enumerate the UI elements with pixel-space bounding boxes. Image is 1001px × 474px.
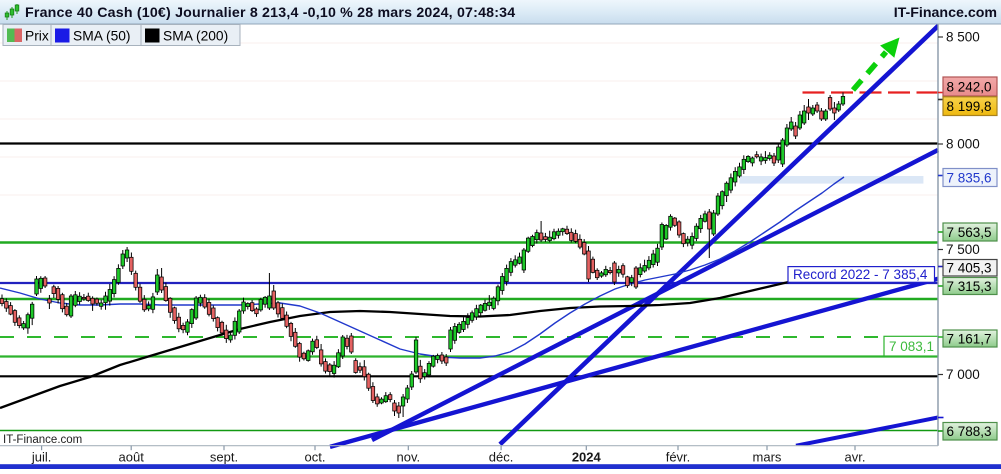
svg-text:7 083,1: 7 083,1 <box>889 339 934 354</box>
svg-text:7 161,7: 7 161,7 <box>947 331 992 346</box>
svg-text:France 40 Cash (10€) Journalie: France 40 Cash (10€) Journalier 8 213,4 … <box>25 5 515 21</box>
svg-text:mars: mars <box>753 450 782 465</box>
svg-text:7 315,3: 7 315,3 <box>947 279 992 294</box>
svg-text:Record 2022 - 7 385,4: Record 2022 - 7 385,4 <box>793 267 928 282</box>
svg-text:7 500: 7 500 <box>946 242 980 257</box>
svg-text:SMA (200): SMA (200) <box>163 29 228 44</box>
svg-text:avr.: avr. <box>845 450 866 465</box>
svg-text:sept.: sept. <box>210 450 238 465</box>
svg-text:8 500: 8 500 <box>946 30 980 45</box>
svg-text:8 242,0: 8 242,0 <box>947 79 992 94</box>
svg-text:oct.: oct. <box>305 450 326 465</box>
svg-text:juil.: juil. <box>31 450 52 465</box>
svg-text:2024: 2024 <box>572 450 602 465</box>
svg-text:déc.: déc. <box>489 450 514 465</box>
svg-text:févr.: févr. <box>666 450 691 465</box>
svg-text:7 000: 7 000 <box>946 367 980 382</box>
svg-text:7 563,5: 7 563,5 <box>947 225 992 240</box>
svg-text:7 835,6: 7 835,6 <box>947 170 992 185</box>
svg-text:Prix: Prix <box>25 29 49 44</box>
svg-text:août: août <box>119 450 145 465</box>
svg-text:8 199,8: 8 199,8 <box>947 99 992 114</box>
svg-text:7 405,3: 7 405,3 <box>947 261 992 276</box>
svg-text:IT-Finance.com: IT-Finance.com <box>894 5 997 21</box>
svg-text:nov.: nov. <box>396 450 420 465</box>
svg-text:IT-Finance.com: IT-Finance.com <box>3 434 82 446</box>
svg-text:6 788,3: 6 788,3 <box>947 424 992 439</box>
svg-text:8 000: 8 000 <box>946 137 980 152</box>
svg-text:SMA (50): SMA (50) <box>73 29 131 44</box>
